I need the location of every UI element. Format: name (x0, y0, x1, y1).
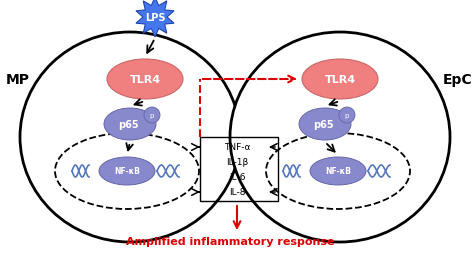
Ellipse shape (266, 133, 410, 209)
Text: IL-1β: IL-1β (226, 158, 248, 167)
Ellipse shape (107, 60, 183, 100)
Text: p65: p65 (118, 120, 138, 130)
Ellipse shape (302, 60, 378, 100)
Ellipse shape (104, 108, 156, 140)
Text: NF-κB: NF-κB (114, 167, 140, 176)
Ellipse shape (299, 108, 351, 140)
Ellipse shape (230, 33, 450, 242)
Text: NF-κB: NF-κB (325, 167, 351, 176)
Text: MP: MP (6, 73, 30, 87)
Text: Amplified inflammatory response: Amplified inflammatory response (126, 236, 334, 246)
Text: TLR4: TLR4 (129, 75, 161, 85)
Ellipse shape (20, 33, 240, 242)
Text: IL-8: IL-8 (229, 188, 245, 197)
Text: LPS: LPS (145, 13, 165, 23)
Text: p65: p65 (313, 120, 333, 130)
Text: p: p (150, 113, 154, 119)
Bar (200, 137, 278, 201)
Ellipse shape (99, 157, 155, 185)
Ellipse shape (310, 157, 366, 185)
Text: p: p (345, 113, 349, 119)
Polygon shape (136, 0, 174, 38)
Text: EpC: EpC (443, 73, 473, 87)
Text: IL-6: IL-6 (229, 173, 245, 182)
Ellipse shape (144, 108, 160, 123)
Ellipse shape (55, 133, 199, 209)
Text: TLR4: TLR4 (324, 75, 356, 85)
Text: TNF-α: TNF-α (224, 143, 250, 152)
Ellipse shape (339, 108, 355, 123)
